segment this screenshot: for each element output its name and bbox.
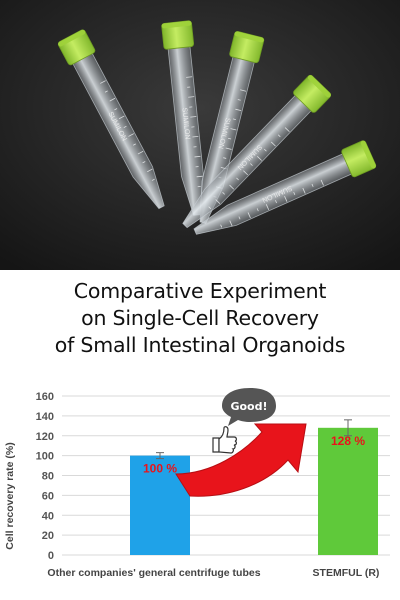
bar-data-label: 100 %	[143, 462, 177, 476]
bar	[130, 455, 190, 555]
category-label: Other companies' general centrifuge tube…	[47, 567, 260, 579]
y-tick-label: 0	[48, 550, 54, 562]
y-tick-layer: 0 20 40 60 80 100 120 140 160	[36, 391, 54, 562]
error-bar	[156, 452, 164, 460]
y-tick-label: 20	[42, 530, 54, 542]
headline-line-1: Comparative Experiment	[73, 279, 327, 303]
headline: Comparative Experiment on Single-Cell Re…	[0, 278, 400, 359]
centrifuge-tube: SUMILON	[57, 29, 165, 210]
y-tick-label: 160	[36, 391, 54, 403]
y-tick-label: 100	[36, 451, 54, 463]
category-label: STEMFUL (R)	[313, 567, 380, 579]
increase-arrow-icon	[175, 423, 307, 497]
headline-line-2: on Single-Cell Recovery	[81, 306, 319, 330]
y-axis-label: Cell recovery rate (%)	[4, 442, 16, 549]
headline-line-3: of Small Intestinal Organoids	[54, 333, 346, 357]
bar-data-label: 128 %	[331, 434, 365, 448]
tube-brand-text: SUMILON	[180, 107, 190, 139]
bar-chart: 0 20 40 60 80 100 120 140 160 Cell recovery rate…	[0, 380, 400, 600]
y-tick-label: 60	[42, 490, 54, 502]
bar	[318, 427, 378, 555]
y-tick-label: 40	[42, 510, 54, 522]
centrifuge-tube: SUMILON	[193, 140, 377, 235]
y-tick-label: 140	[36, 411, 54, 423]
y-tick-label: 80	[42, 471, 54, 483]
good-speech-bubble: Good!	[222, 388, 276, 426]
y-tick-label: 120	[36, 431, 54, 443]
tubes-photo: SUMILON SUMILON SUMILON SUMILON SUMILON	[0, 0, 400, 270]
bar-chart-svg: 0 20 40 60 80 100 120 140 160 Cell recovery rate…	[4, 388, 390, 579]
thumbs-up-icon	[212, 426, 237, 454]
category-label-layer: Other companies' general centrifuge tube…	[47, 567, 379, 579]
bar-layer: 100 % 128 %	[130, 419, 378, 555]
centrifuge-tube: SUMILON	[182, 74, 332, 229]
centrifuge-tube: SUMILON	[161, 20, 204, 216]
good-bubble-text: Good!	[230, 400, 267, 413]
error-bar	[344, 419, 352, 437]
